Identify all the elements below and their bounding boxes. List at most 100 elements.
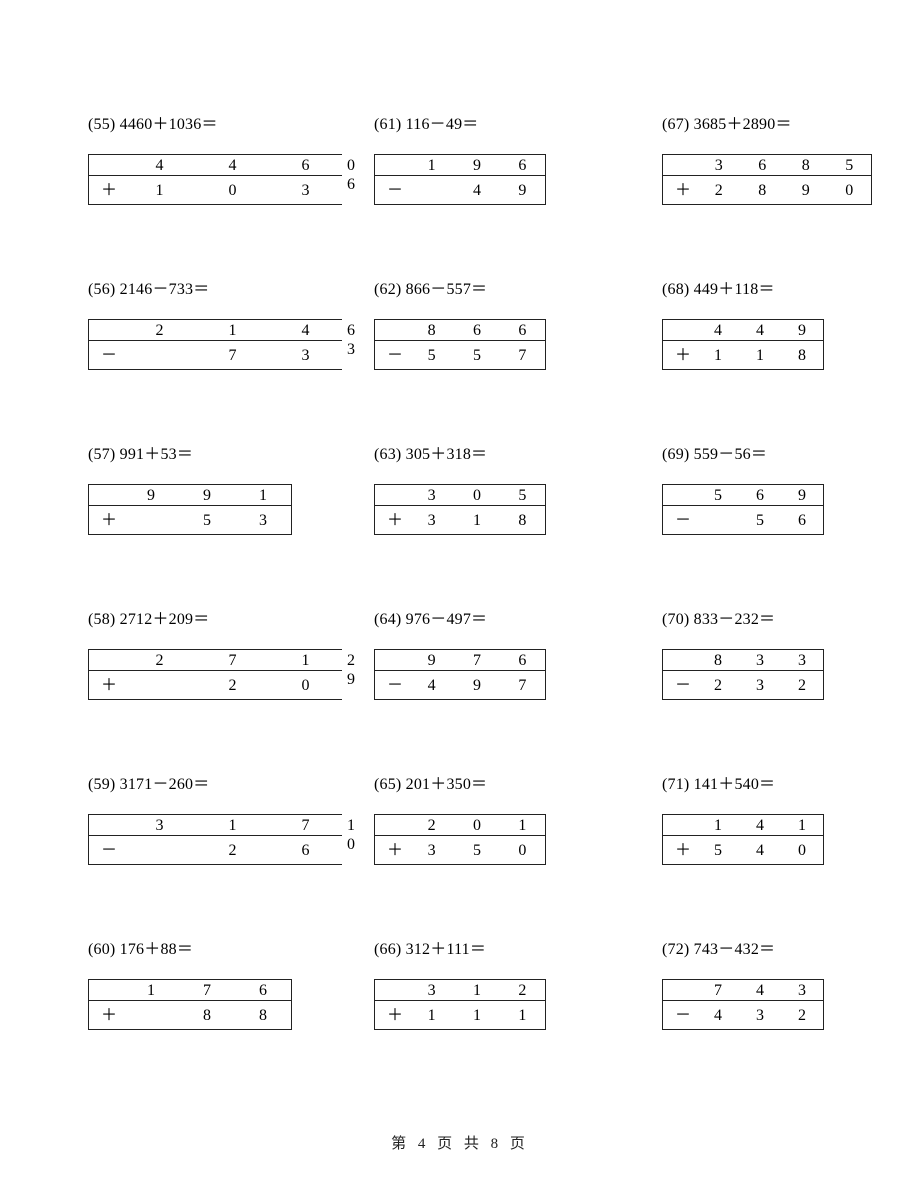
digit-cell: 3 [739,652,781,670]
digit-cell: 0 [500,842,545,860]
calc-box: 4460＋1036 [88,154,342,205]
calc-box: 312＋111 [374,979,546,1030]
digit-cell: 2 [196,842,269,860]
calc-box: 201＋350 [374,814,546,865]
op-cell: － [375,671,409,695]
op-cell: － [375,341,409,365]
calc-row: 196 [375,157,545,175]
problem-prompt: (64) 976－497＝ [374,605,628,629]
digit-cell: 3 [739,1007,781,1025]
problem-prompt: (62) 866－557＝ [374,275,628,299]
digit-cell: 7 [500,347,545,365]
problem-63: (63) 305＋318＝305＋318 [374,440,628,535]
calc-box: 3171－260 [88,814,342,865]
problem-prompt: (70) 833－232＝ [662,605,908,629]
problem-prompt: (63) 305＋318＝ [374,440,628,464]
calc-row: ＋88 [89,1001,291,1025]
digit-cell: 3 [409,512,454,530]
digit-cell: 7 [269,817,342,835]
digit-cell: 9 [454,677,499,695]
calc-row: 3685 [663,157,871,175]
calc-row: 833 [663,652,823,670]
digit-cell-overflow: 9 [342,671,360,689]
calc-row: 569 [663,487,823,505]
digit-cell: 9 [500,182,545,200]
digit-cell: 1 [454,982,499,1000]
digit-cell-overflow: 0 [342,836,360,854]
op-cell: ＋ [663,836,697,860]
digit-cell: 3 [781,652,823,670]
problem-57: (57) 991＋53＝ 991＋53 [88,440,342,535]
digit-cell: 9 [454,157,499,175]
calc-box: 3685＋2890 [662,154,872,205]
calc-row: －432 [663,1001,823,1025]
digit-cell: 2 [500,982,545,1000]
digit-cell: 3 [739,677,781,695]
digit-cell: 9 [784,182,828,200]
digit-cell: 0 [828,182,872,200]
problem-prompt: (72) 743－432＝ [662,935,908,959]
column-2: (61) 116－49＝196－49(62) 866－557＝866－557(6… [342,110,628,1100]
digit-cell: 3 [269,182,342,200]
digit-cell: 6 [269,157,342,175]
calc-box: 991＋53 [88,484,292,535]
problem-66: (66) 312＋111＝312＋111 [374,935,628,1030]
digit-cell: 6 [269,842,342,860]
digit-cell: 2 [123,322,196,340]
calc-row: 976 [375,652,545,670]
calc-row: 176 [89,982,291,1000]
calc-row: －497 [375,671,545,695]
digit-cell: 4 [739,842,781,860]
problem-prompt: (57) 991＋53＝ [88,440,342,464]
digit-cell: 2 [781,1007,823,1025]
op-cell: － [375,176,409,200]
digit-cell: 8 [697,652,739,670]
digit-cell: 1 [500,1007,545,1025]
op-cell: － [663,1001,697,1025]
digit-cell: 9 [123,487,179,505]
calc-box: 976－497 [374,649,546,700]
calc-row: －49 [375,176,545,200]
digit-cell: 0 [454,817,499,835]
digit-cell: 9 [179,487,235,505]
calc-row: －733 [89,341,342,365]
digit-cell: 9 [781,322,823,340]
columns-wrap: (55) 4460＋1036＝4460＋1036(56) 2146－733＝21… [0,110,920,1100]
op-cell: ＋ [663,341,697,365]
digit-cell: 1 [123,982,179,1000]
digit-cell: 7 [454,652,499,670]
digit-cell-overflow: 6 [342,176,360,194]
digit-cell: 4 [697,1007,739,1025]
digit-cell: 2 [697,677,739,695]
digit-cell: 6 [741,157,785,175]
calc-row: 2712 [89,652,342,670]
digit-cell: 7 [196,347,269,365]
op-cell: － [89,836,123,860]
calc-box: 833－232 [662,649,824,700]
digit-cell: 1 [697,817,739,835]
calc-box: 196－49 [374,154,546,205]
digit-cell: 0 [781,842,823,860]
calc-row: ＋209 [89,671,342,695]
calc-row: －557 [375,341,545,365]
problem-prompt: (60) 176＋88＝ [88,935,342,959]
calc-row: ＋1036 [89,176,342,200]
digit-cell: 5 [697,842,739,860]
digit-cell: 5 [739,512,781,530]
problem-71: (71) 141＋540＝141＋540 [662,770,908,865]
digit-cell: 8 [235,1007,291,1025]
op-cell: － [663,506,697,530]
calc-row: 305 [375,487,545,505]
digit-cell: 3 [697,157,741,175]
op-cell: ＋ [375,506,409,530]
problem-70: (70) 833－232＝ 833－232 [662,605,908,700]
digit-cell: 6 [500,157,545,175]
digit-cell-overflow: 2 [342,652,360,670]
digit-cell: 6 [500,652,545,670]
digit-cell: 1 [196,817,269,835]
digit-cell: 1 [500,817,545,835]
calc-row: 4460 [89,157,342,175]
problem-prompt: (55) 4460＋1036＝ [88,110,342,134]
digit-cell: 1 [454,1007,499,1025]
calc-row: 866 [375,322,545,340]
